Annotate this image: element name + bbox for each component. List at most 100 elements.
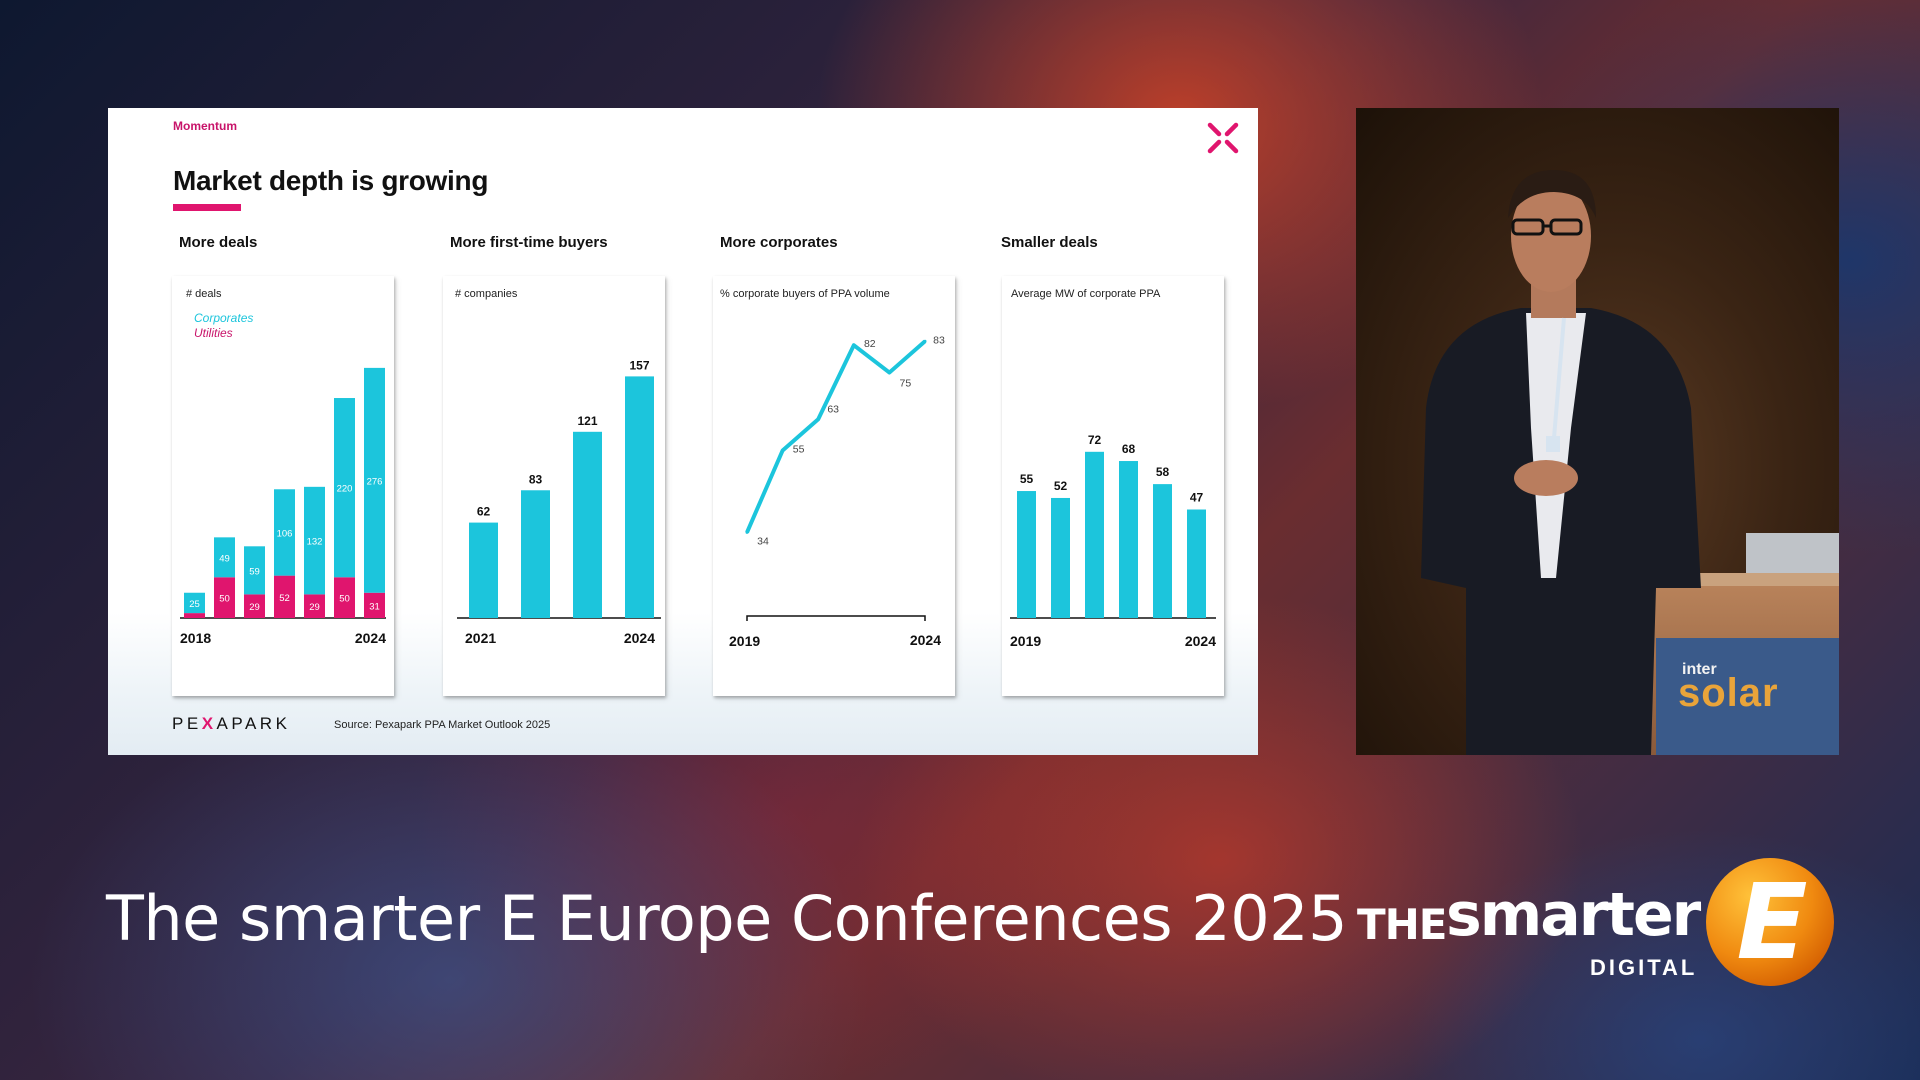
x-axis-label-end: 2024 — [624, 630, 655, 646]
x-axis-label-end: 2024 — [910, 632, 941, 648]
smarter-e-logo-icon: E — [1706, 858, 1834, 986]
bar-utilities — [214, 577, 235, 618]
chart-1-plot: 25 49 50 59 29 106 52 132 29 220 50 276 31 2018 2024 — [180, 367, 386, 646]
bar-value-label: 68 — [1122, 442, 1136, 456]
logo-e-letter: E — [1736, 861, 1807, 983]
data-point — [852, 343, 856, 347]
point-value-label: 63 — [827, 403, 839, 415]
logo-digital: DIGITAL — [1590, 955, 1698, 980]
chart-3-plot: 34 55 63 82 75 83 2019 2024 — [729, 334, 945, 649]
chart-3-unit-label: % corporate buyers of PPA volume — [720, 288, 890, 300]
bar — [1153, 484, 1172, 618]
x-axis-label-start: 2019 — [729, 633, 760, 649]
chart-1-unit-label: # deals — [186, 288, 222, 300]
pexapark-logo: PEXAPARK — [172, 714, 291, 733]
presentation-slide: Momentum Market depth is growing More de… — [108, 108, 1258, 755]
podium-brand-inter: inter — [1682, 661, 1717, 678]
chart-first-time-buyers: # companies 62 83 121 157 2021 2024 — [443, 276, 665, 696]
chart-more-deals: # deals Corporates Utilities 25 49 50 59 29 1… — [172, 276, 394, 696]
bar-corporates — [214, 537, 235, 578]
point-value-label: 75 — [900, 378, 912, 390]
data-point — [923, 339, 927, 343]
bar-label-corporates: 25 — [189, 599, 200, 610]
legend-corporates: Corporates — [194, 311, 254, 325]
bar-value-label: 47 — [1190, 491, 1204, 505]
chart-3-title: More corporates — [720, 234, 838, 251]
bar-corporates — [184, 592, 205, 614]
bar — [1017, 491, 1036, 618]
speaker-image — [1421, 170, 1839, 755]
pexapark-x-icon — [1207, 122, 1239, 154]
bar — [1119, 461, 1138, 618]
logo-smarter: smarter — [1446, 880, 1701, 950]
bar-label-utilities: 31 — [369, 601, 380, 612]
bar-value-label: 157 — [629, 358, 649, 372]
bar-utilities — [334, 577, 355, 618]
bar-corporates — [304, 486, 325, 595]
chart-4-unit-label: Average MW of corporate PPA — [1011, 288, 1161, 300]
bar-corporates — [334, 398, 355, 578]
bar-label-corporates: 59 — [249, 566, 260, 577]
chart-1-title: More deals — [179, 234, 258, 251]
bar-value-label: 55 — [1020, 472, 1034, 486]
bar — [1085, 451, 1104, 618]
logo-the: THE — [1357, 900, 1447, 949]
slide-title: Market depth is growing — [173, 165, 489, 196]
x-axis-label-end: 2024 — [355, 630, 386, 646]
bar — [469, 522, 498, 618]
bar — [1187, 509, 1206, 618]
bar-label-corporates: 220 — [337, 484, 353, 495]
x-axis-label-start: 2018 — [180, 630, 211, 646]
bar-corporates — [244, 546, 265, 595]
bar-value-label: 83 — [529, 472, 543, 486]
chart-2-plot: 62 83 121 157 2021 2024 — [457, 358, 661, 646]
bar-label-corporates: 49 — [219, 553, 230, 564]
legend-utilities: Utilities — [194, 326, 233, 340]
bar-label-utilities: 50 — [219, 594, 230, 605]
data-point — [887, 371, 891, 374]
x-axis-label-end: 2024 — [1185, 633, 1216, 649]
bar-label-utilities: 29 — [249, 602, 260, 613]
chart-more-corporates: % corporate buyers of PPA volume 34 55 63 8… — [713, 276, 955, 696]
podium-brand-solar: solar — [1678, 671, 1779, 715]
x-axis-label-start: 2019 — [1010, 633, 1041, 649]
data-point — [781, 449, 785, 452]
chart-4-plot: 55 52 72 68 58 47 2019 2024 — [1010, 433, 1216, 649]
bar-utilities — [244, 594, 265, 618]
bar-value-label: 121 — [577, 414, 597, 428]
bar-value-label: 72 — [1088, 433, 1102, 447]
section-label: Momentum — [173, 119, 237, 133]
bar-utilities — [274, 575, 295, 618]
bar-value-label: 58 — [1156, 465, 1170, 479]
bar-utilities — [184, 613, 205, 618]
bar-label-corporates: 132 — [307, 537, 323, 548]
bar — [625, 376, 654, 618]
bar-label-corporates: 276 — [367, 476, 383, 487]
point-value-label: 34 — [757, 535, 769, 547]
bar-corporates — [364, 367, 385, 593]
source-note: Source: Pexapark PPA Market Outlook 2025 — [334, 719, 551, 731]
chart-smaller-deals: Average MW of corporate PPA 55 52 72 68 58 47… — [1002, 276, 1224, 696]
series-line — [745, 339, 927, 534]
bar-label-utilities: 50 — [339, 594, 350, 605]
bar — [1051, 497, 1070, 618]
point-value-label: 55 — [793, 444, 805, 456]
bar-value-label: 62 — [477, 505, 491, 519]
bar-utilities — [304, 594, 325, 618]
bar — [521, 490, 550, 618]
title-underline — [173, 204, 241, 211]
data-point — [816, 417, 820, 421]
chart-2-unit-label: # companies — [455, 288, 518, 300]
point-value-label: 83 — [933, 334, 945, 346]
bar-corporates — [274, 489, 295, 576]
chart-3-axis-bracket — [746, 615, 926, 621]
data-point — [745, 530, 749, 534]
speaker-video: inter solar — [1356, 108, 1839, 755]
bar-value-label: 52 — [1054, 479, 1068, 493]
conference-title: The smarter E Europe Conferences 2025 — [106, 882, 1348, 955]
x-axis-label-start: 2021 — [465, 630, 496, 646]
chart-4-title: Smaller deals — [1001, 234, 1098, 251]
point-value-label: 82 — [864, 338, 876, 350]
bar-label-utilities: 52 — [279, 593, 290, 604]
chart-2-title: More first-time buyers — [450, 234, 608, 251]
